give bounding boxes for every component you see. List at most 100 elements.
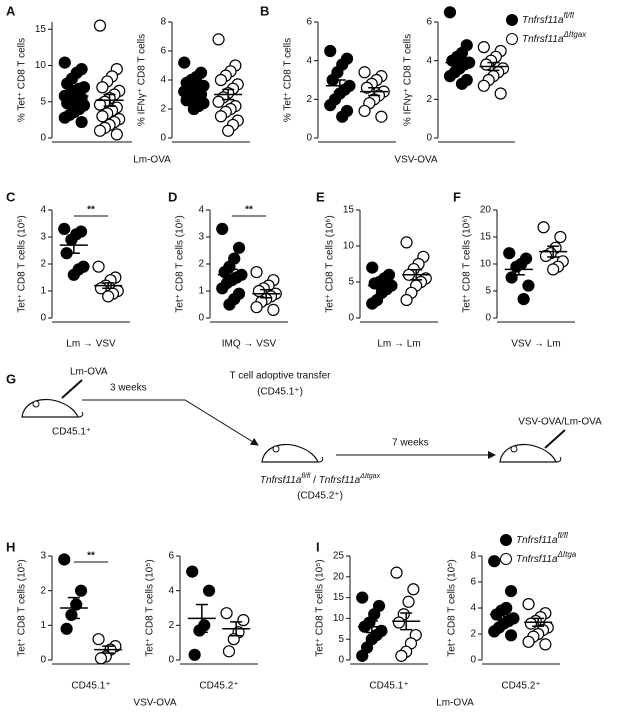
legend-label: Tnfrsf11afl/fl: [516, 531, 568, 546]
y-axis-label: % Tet⁺ CD8 T cells: [283, 38, 294, 122]
panel-letter: C: [6, 189, 16, 204]
data-point: [110, 128, 123, 141]
group-caption: Lm-OVA: [133, 155, 171, 166]
x-axis-label: VSV → Lm: [511, 339, 560, 350]
y-tick-label: 5: [338, 634, 344, 645]
y-axis-label: Tet⁺ CD8 T cells (10⁵): [315, 559, 326, 656]
data-point: [324, 44, 337, 58]
panel-letter: G: [6, 371, 16, 386]
injection-label: Lm-OVA: [70, 367, 108, 378]
y-axis-label: % IFNγ⁺ CD8 T cells: [137, 34, 148, 126]
significance: **: [87, 551, 95, 562]
data-point: [522, 635, 535, 648]
data-point: [400, 293, 413, 307]
data-point: [60, 622, 73, 635]
data-point: [222, 124, 235, 137]
group-caption: VSV-OVA: [394, 155, 437, 166]
data-point: [250, 301, 263, 314]
data-point: [214, 110, 228, 123]
data-point: [390, 566, 403, 579]
data-point: [477, 79, 490, 92]
data-point: [180, 94, 193, 107]
y-tick-label: 2: [426, 94, 432, 105]
data-point: [223, 298, 236, 311]
y-tick-label: 4: [306, 55, 312, 66]
data-point: [232, 241, 246, 254]
data-point: [216, 282, 229, 295]
y-tick-label: 0: [40, 133, 46, 144]
y-tick-label: 15: [480, 232, 492, 243]
data-point: [212, 33, 225, 46]
data-point: [368, 277, 381, 290]
data-point: [554, 230, 567, 244]
data-point: [480, 58, 493, 71]
data-point: [96, 110, 109, 123]
y-tick-label: 3: [198, 232, 204, 243]
y-tick-label: 10: [480, 259, 492, 270]
gene: Tnfrsf11a: [516, 535, 558, 546]
y-tick-label: 10: [343, 241, 355, 252]
transfer-cells: (CD45.1⁺): [257, 387, 303, 398]
data-point: [92, 260, 105, 273]
data-point: [67, 268, 80, 281]
genotype: fl/fl: [564, 11, 574, 20]
data-point: [392, 616, 406, 629]
data-point: [494, 87, 507, 100]
data-point: [92, 633, 105, 646]
interval-label: 3 weeks: [110, 383, 147, 394]
data-point: [547, 263, 560, 276]
y-tick-label: 20: [480, 205, 492, 216]
y-tick-label: 2: [160, 104, 166, 115]
y-tick-label: 15: [333, 592, 345, 603]
data-point: [61, 97, 74, 110]
data-point: [517, 293, 530, 306]
data-point: [58, 56, 71, 69]
y-tick-label: 5: [40, 96, 46, 107]
y-tick-label: 5: [485, 286, 491, 297]
y-tick-label: 0: [160, 133, 166, 144]
data-point: [356, 649, 369, 662]
y-tick-label: 2: [40, 585, 46, 596]
y-axis-label: % Tet⁺ CD8 T cells: [17, 38, 28, 122]
x-axis-label: Lm → VSV: [66, 339, 116, 350]
data-point: [358, 66, 371, 79]
y-tick-label: 6: [470, 577, 476, 588]
interval-label: 7 weeks: [392, 438, 429, 449]
gene: Tnfrsf11a: [260, 475, 302, 486]
y-tick-label: 0: [338, 655, 344, 666]
y-tick-label: 8: [470, 551, 476, 562]
y-tick-label: 0: [40, 313, 46, 324]
data-point: [366, 261, 379, 274]
data-point: [407, 583, 420, 596]
y-tick-label: 5: [348, 277, 354, 288]
challenge-label: VSV-OVA/Lm-OVA: [518, 417, 602, 428]
gene: Tnfrsf11a: [516, 554, 558, 565]
legend-marker: [506, 14, 518, 26]
y-tick-label: 1: [198, 286, 204, 297]
x-axis-label: Lm → Lm: [377, 339, 420, 350]
data-point: [539, 638, 552, 651]
y-axis-label: Tet⁺ CD8 T cells (10⁵): [17, 559, 28, 656]
data-point: [193, 624, 206, 637]
y-tick-label: 4: [470, 603, 476, 614]
data-point: [96, 81, 109, 94]
data-point: [356, 591, 369, 604]
data-point: [65, 233, 78, 246]
data-point: [94, 652, 108, 665]
data-point: [202, 584, 216, 597]
y-tick-label: 4: [426, 55, 432, 66]
y-tick-label: 4: [168, 585, 174, 596]
y-tick-label: 4: [160, 75, 166, 86]
data-point: [237, 614, 250, 627]
data-point: [212, 95, 225, 108]
y-tick-label: 4: [40, 205, 46, 216]
y-axis-label: Tet⁺ CD8 T cells (10⁶): [17, 215, 28, 312]
y-tick-label: 0: [198, 313, 204, 324]
y-tick-label: 6: [168, 551, 174, 562]
legend-marker: [500, 553, 512, 565]
data-point: [455, 77, 469, 90]
y-axis-label: % IFNγ⁺ CD8 T cells: [403, 34, 414, 126]
y-tick-label: 2: [470, 629, 476, 640]
